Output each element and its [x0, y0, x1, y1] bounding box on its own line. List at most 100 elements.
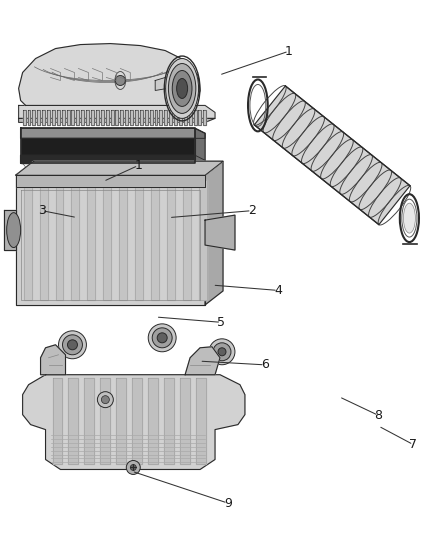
- Polygon shape: [62, 110, 65, 125]
- Polygon shape: [198, 110, 201, 125]
- Polygon shape: [81, 110, 84, 125]
- Polygon shape: [42, 110, 45, 125]
- Ellipse shape: [177, 78, 187, 99]
- Polygon shape: [155, 110, 158, 125]
- Polygon shape: [21, 139, 195, 163]
- Polygon shape: [184, 110, 187, 125]
- Circle shape: [148, 324, 176, 352]
- Polygon shape: [205, 215, 235, 250]
- Circle shape: [130, 464, 136, 471]
- Polygon shape: [19, 118, 215, 123]
- Polygon shape: [167, 180, 175, 300]
- Polygon shape: [68, 378, 78, 464]
- Polygon shape: [19, 44, 200, 106]
- Polygon shape: [100, 378, 110, 464]
- Polygon shape: [21, 155, 205, 168]
- Polygon shape: [32, 110, 35, 125]
- Circle shape: [67, 340, 78, 350]
- Polygon shape: [71, 110, 74, 125]
- Circle shape: [101, 395, 110, 403]
- Polygon shape: [194, 110, 197, 125]
- Polygon shape: [135, 110, 138, 125]
- Polygon shape: [205, 161, 223, 305]
- Polygon shape: [132, 378, 142, 464]
- Polygon shape: [179, 110, 182, 125]
- Polygon shape: [4, 210, 16, 250]
- Text: 2: 2: [248, 204, 256, 217]
- Polygon shape: [39, 180, 48, 300]
- Polygon shape: [52, 110, 55, 125]
- Polygon shape: [85, 378, 95, 464]
- Polygon shape: [151, 180, 159, 300]
- Polygon shape: [180, 378, 190, 464]
- Text: 5: 5: [217, 316, 225, 329]
- Polygon shape: [196, 378, 206, 464]
- Polygon shape: [120, 110, 124, 125]
- Polygon shape: [189, 110, 192, 125]
- Polygon shape: [183, 180, 191, 300]
- Polygon shape: [130, 110, 133, 125]
- Polygon shape: [148, 378, 158, 464]
- Circle shape: [115, 76, 125, 85]
- Polygon shape: [23, 375, 245, 470]
- Circle shape: [63, 335, 82, 355]
- Polygon shape: [125, 110, 128, 125]
- Polygon shape: [47, 110, 50, 125]
- Polygon shape: [106, 110, 109, 125]
- Polygon shape: [135, 180, 143, 300]
- Polygon shape: [101, 110, 104, 125]
- Text: 4: 4: [274, 284, 282, 297]
- Circle shape: [59, 331, 86, 359]
- Circle shape: [126, 461, 140, 474]
- Polygon shape: [185, 347, 220, 375]
- Polygon shape: [119, 180, 127, 300]
- Polygon shape: [103, 180, 111, 300]
- Polygon shape: [19, 106, 215, 118]
- Circle shape: [157, 333, 167, 343]
- Polygon shape: [24, 180, 32, 300]
- Polygon shape: [254, 86, 410, 224]
- Circle shape: [152, 328, 172, 348]
- Circle shape: [97, 392, 113, 408]
- Ellipse shape: [7, 213, 21, 247]
- Polygon shape: [21, 128, 205, 139]
- Text: 1: 1: [285, 45, 293, 58]
- Polygon shape: [195, 128, 205, 168]
- Polygon shape: [159, 110, 162, 125]
- Polygon shape: [71, 180, 79, 300]
- Polygon shape: [174, 110, 177, 125]
- Polygon shape: [91, 110, 94, 125]
- Text: 8: 8: [374, 409, 382, 422]
- Text: 9: 9: [224, 497, 232, 510]
- Polygon shape: [57, 110, 60, 125]
- Polygon shape: [117, 378, 126, 464]
- Polygon shape: [37, 110, 40, 125]
- Ellipse shape: [172, 70, 192, 107]
- Circle shape: [213, 343, 231, 361]
- Polygon shape: [164, 378, 174, 464]
- Polygon shape: [86, 110, 89, 125]
- Polygon shape: [140, 110, 143, 125]
- Text: 7: 7: [409, 438, 417, 451]
- Polygon shape: [67, 110, 70, 125]
- Polygon shape: [150, 110, 152, 125]
- Polygon shape: [203, 110, 206, 125]
- Polygon shape: [41, 345, 66, 375]
- Polygon shape: [16, 175, 205, 187]
- Polygon shape: [116, 110, 118, 125]
- Polygon shape: [164, 110, 167, 125]
- Polygon shape: [96, 110, 99, 125]
- Polygon shape: [169, 110, 172, 125]
- Text: 6: 6: [261, 358, 269, 372]
- Polygon shape: [23, 110, 25, 125]
- Ellipse shape: [403, 203, 415, 233]
- Polygon shape: [16, 175, 205, 305]
- Polygon shape: [16, 161, 223, 175]
- Circle shape: [218, 348, 226, 356]
- Text: 3: 3: [38, 204, 46, 217]
- Polygon shape: [110, 110, 113, 125]
- Polygon shape: [16, 161, 223, 175]
- Polygon shape: [56, 180, 64, 300]
- Polygon shape: [155, 72, 190, 91]
- Ellipse shape: [168, 63, 196, 114]
